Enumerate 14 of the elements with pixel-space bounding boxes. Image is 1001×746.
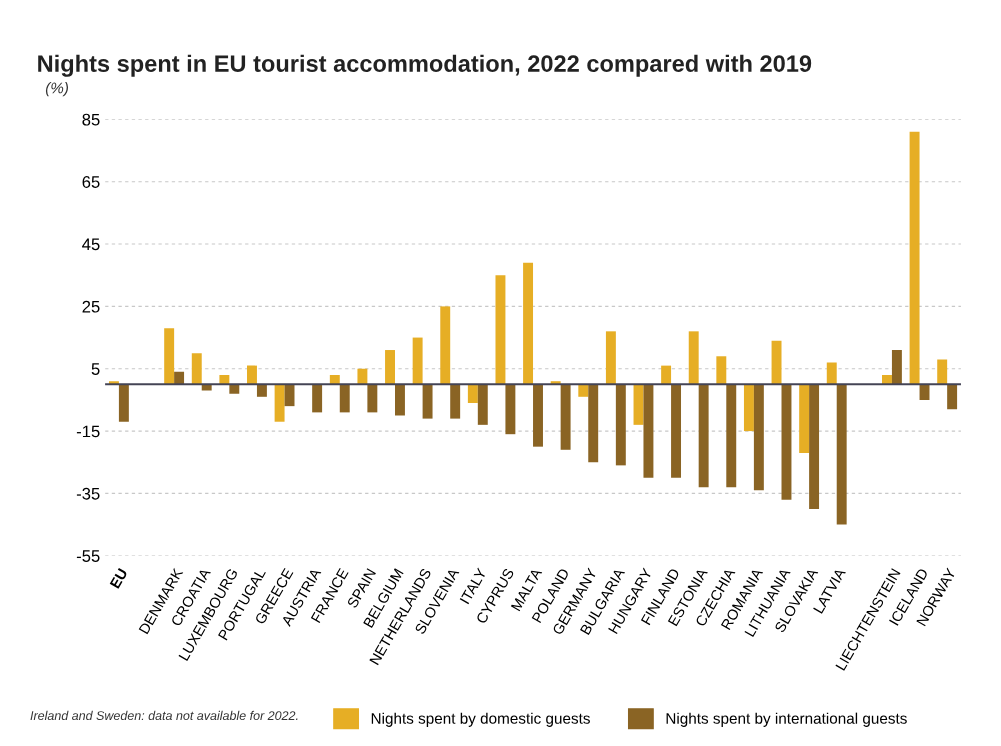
y-tick-label: 25	[82, 300, 100, 313]
y-tick-label: 65	[82, 176, 100, 188]
y-tick-label: -55	[76, 550, 100, 562]
y-tick-label: 5	[91, 363, 100, 375]
y-tick-label: 85	[82, 113, 100, 126]
legend-label: Nights spent by international guests	[666, 712, 907, 727]
x-tick-label: EU	[109, 567, 128, 589]
y-tick-label: -15	[76, 425, 100, 438]
chart-title: Nights spent in EU tourist accommodation, 2022 compared with 2019	[38, 54, 812, 77]
y-tick-label: -35	[76, 487, 100, 500]
y-tick-label: 45	[82, 238, 100, 251]
y-axis-title: (%)	[45, 82, 69, 97]
text: Ireland and Sweden: data not available for 2022.	[30, 710, 298, 721]
legend-label: Nights spent by domestic guests	[371, 712, 590, 727]
